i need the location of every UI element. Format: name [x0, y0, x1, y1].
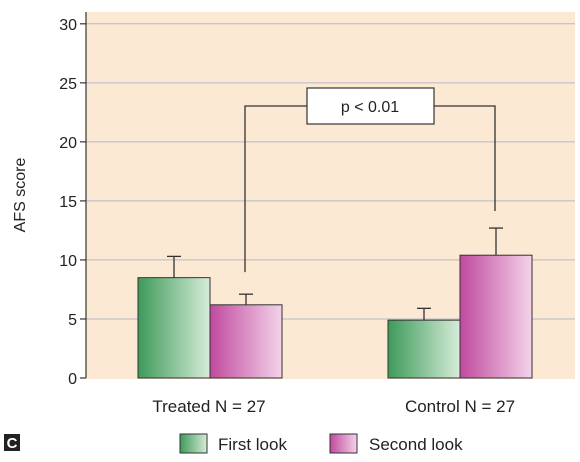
bar-second-look	[459, 254, 533, 379]
category-label-control: Control N = 27	[405, 397, 515, 416]
bar-second-look	[209, 304, 283, 379]
significance-bracket	[244, 105, 496, 273]
legend-swatch-first-look	[179, 433, 208, 454]
bars	[137, 254, 533, 379]
annotation-box	[306, 87, 435, 125]
bracket-left	[244, 105, 307, 273]
category-label-treated: Treated N = 27	[152, 397, 265, 416]
bar-first-look	[387, 319, 461, 379]
y-tick-label: 5	[68, 312, 77, 329]
panel-letter-box	[4, 434, 20, 451]
legend-label-first-look: First look	[218, 435, 287, 454]
y-tick-label: 20	[59, 135, 77, 152]
y-tick-label: 0	[68, 371, 77, 388]
y-tick-label: 25	[59, 76, 77, 93]
y-axis-ticks: 0 5 10 15 20 25 30	[59, 17, 86, 388]
y-tick-label: 10	[59, 253, 77, 270]
panel-letter: C	[7, 435, 18, 452]
bracket-right	[434, 105, 496, 212]
y-axis-label: AFS score	[12, 158, 29, 233]
legend-label-second-look: Second look	[369, 435, 463, 454]
legend-swatch-second-look	[329, 433, 358, 454]
y-tick-label: 30	[59, 17, 77, 34]
y-tick-label: 15	[59, 194, 77, 211]
error-bars	[167, 227, 503, 321]
bar-first-look	[137, 277, 211, 379]
annotation-label: p < 0.01	[341, 99, 399, 116]
